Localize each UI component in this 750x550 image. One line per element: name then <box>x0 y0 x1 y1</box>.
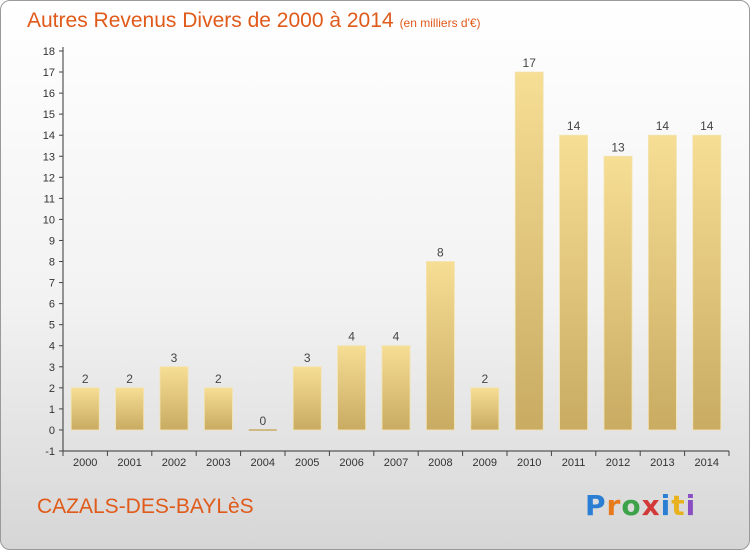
bar <box>425 261 455 431</box>
bar-series <box>70 71 722 431</box>
logo-letter: o <box>621 489 642 522</box>
data-label: 13 <box>611 140 625 154</box>
x-tick-label: 2006 <box>339 457 363 469</box>
data-label: 2 <box>215 372 222 386</box>
x-tick-label: 2007 <box>384 457 408 469</box>
y-tick-label: 9 <box>49 235 55 247</box>
data-label: 2 <box>126 372 133 386</box>
y-tick-label: 10 <box>43 214 55 226</box>
x-tick-label: 2014 <box>695 457 719 469</box>
chart-subtitle: (en milliers d'€) <box>399 16 481 30</box>
data-labels: 2 2 3 2 0 3 4 4 8 2 17 14 13 14 14 <box>82 56 714 428</box>
bar <box>115 387 144 431</box>
bar <box>559 134 588 431</box>
x-tick-label: 2012 <box>606 457 630 469</box>
data-label: 17 <box>523 56 537 70</box>
bar <box>159 366 189 431</box>
logo-letter: t <box>671 489 686 522</box>
y-tick-label: 3 <box>49 362 55 374</box>
proxiti-logo[interactable]: Proxiti <box>585 489 696 522</box>
data-label: 14 <box>700 119 714 133</box>
logo-letter: i <box>685 489 697 522</box>
x-tick-label: 2003 <box>206 457 230 469</box>
bar <box>292 366 322 431</box>
data-label: 2 <box>82 372 89 386</box>
y-tick-label: 11 <box>44 193 55 205</box>
data-label: 4 <box>393 330 400 344</box>
logo-letter: x <box>641 489 661 522</box>
chart-title: Autres Revenus Divers de 2000 à 2014 (en … <box>27 9 481 33</box>
x-tick-label: 2000 <box>73 457 97 469</box>
y-tick-label: -1 <box>45 446 55 458</box>
x-tick-label: 2002 <box>162 457 186 469</box>
logo-letter: P <box>585 489 607 522</box>
data-label: 4 <box>348 330 355 344</box>
bar <box>470 387 500 431</box>
bar <box>692 134 722 431</box>
y-tick-label: 18 <box>43 46 55 58</box>
y-tick-label: 2 <box>49 383 55 395</box>
x-tick-label: 2013 <box>650 457 674 469</box>
data-label: 14 <box>567 119 581 133</box>
data-label: 2 <box>481 372 488 386</box>
y-tick-label: 14 <box>43 130 55 142</box>
y-tick-label: 8 <box>49 257 55 269</box>
data-label: 0 <box>259 414 266 428</box>
x-tick-label: 2009 <box>473 457 497 469</box>
y-tick-label: 15 <box>43 109 55 121</box>
y-tick-label: 0 <box>49 425 55 437</box>
y-tick-label: 17 <box>43 67 55 79</box>
y-tick-label: 1 <box>49 404 55 416</box>
chart-title-text: Autres Revenus Divers de 2000 à 2014 <box>27 9 394 32</box>
bar <box>603 155 633 431</box>
x-tick-label: 2010 <box>517 457 541 469</box>
data-label: 3 <box>171 351 178 365</box>
logo-letter: i <box>660 489 672 522</box>
x-tick-label: 2005 <box>295 457 319 469</box>
y-tick-label: 16 <box>43 88 55 100</box>
bar <box>648 134 677 431</box>
data-label: 8 <box>437 246 444 260</box>
bar <box>337 345 367 431</box>
bar <box>514 71 544 431</box>
y-tick-label: 6 <box>49 299 55 311</box>
x-tick-label: 2004 <box>251 457 275 469</box>
data-label: 3 <box>304 351 311 365</box>
y-tick-label: 5 <box>49 320 55 332</box>
bar <box>381 345 411 431</box>
x-axis: 2000 2001 2002 2003 2004 2005 2006 2007 2008 2009… <box>62 450 730 469</box>
x-tick-label: 2001 <box>117 457 141 469</box>
commune-name: CAZALS-DES-BAYLèS <box>37 495 254 518</box>
y-tick-label: 12 <box>43 172 55 184</box>
bar <box>203 387 233 431</box>
logo-letter: r <box>606 489 622 522</box>
data-label: 14 <box>656 119 670 133</box>
y-tick-label: 13 <box>43 151 55 163</box>
y-tick-label: 4 <box>49 341 55 353</box>
bar <box>70 387 100 431</box>
x-tick-label: 2011 <box>562 457 586 469</box>
x-tick-label: 2008 <box>428 457 452 469</box>
y-tick-label: 7 <box>49 278 55 290</box>
